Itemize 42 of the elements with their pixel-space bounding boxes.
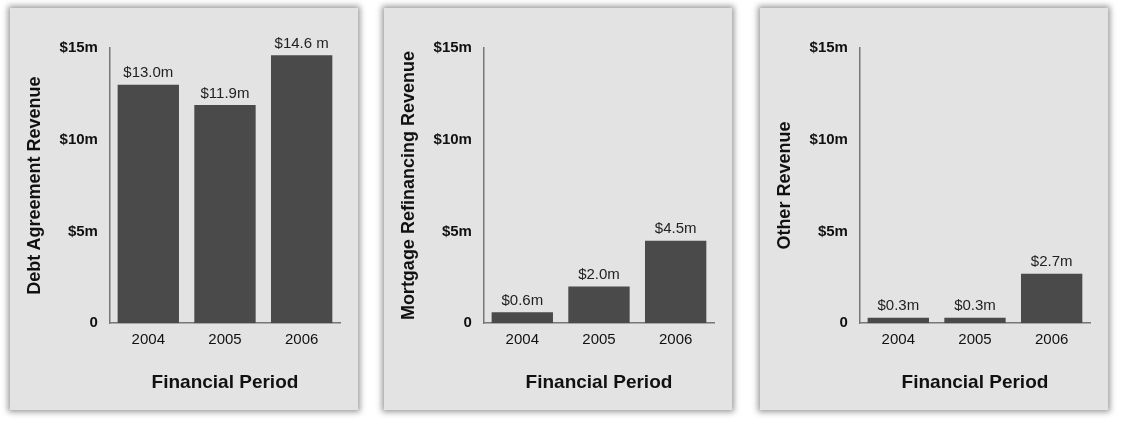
bar <box>568 286 630 324</box>
y-tick-label: $10m <box>59 129 98 147</box>
y-tick-label: $15m <box>433 38 472 56</box>
y-axis-title: Debt Agreement Revenue <box>23 76 44 295</box>
bar <box>117 84 179 324</box>
x-tick-label: 2006 <box>284 330 319 348</box>
x-tick-label: 2004 <box>505 330 539 348</box>
x-axis-title: Financial Period <box>525 370 673 392</box>
x-tick-label: 2005 <box>208 330 242 348</box>
bar <box>491 312 553 324</box>
y-tick-label: 0 <box>839 313 848 331</box>
data-label: $2.0m <box>578 265 620 283</box>
x-axis-title: Financial Period <box>901 370 1049 392</box>
data-label: $11.9m <box>200 83 250 101</box>
y-tick-label: $5m <box>67 221 98 239</box>
bar <box>270 55 333 324</box>
data-label: $0.6m <box>501 290 544 308</box>
x-tick-label: 2004 <box>881 330 915 348</box>
data-label: $4.5m <box>654 219 697 237</box>
x-tick-label: 2006 <box>1034 330 1069 348</box>
data-label: $14.6 m <box>274 33 329 51</box>
y-tick-label: $15m <box>809 38 848 56</box>
data-label: $0.3m <box>954 296 996 314</box>
y-tick-label: 0 <box>463 313 472 331</box>
y-axis-title: Mortgage Refinancing Revenue <box>397 51 418 321</box>
data-label: $13.0m <box>123 63 174 81</box>
y-tick-label: $5m <box>817 221 848 239</box>
x-tick-label: 2005 <box>958 330 992 348</box>
x-tick-label: 2005 <box>582 330 616 348</box>
data-label: $0.3m <box>877 296 920 314</box>
y-tick-label: $5m <box>441 221 472 239</box>
x-tick-label: 2004 <box>131 330 165 348</box>
bar <box>644 240 707 324</box>
data-label: $2.7m <box>1030 252 1073 270</box>
x-axis-title: Financial Period <box>151 370 299 392</box>
y-tick-label: $10m <box>809 129 848 147</box>
y-tick-label: 0 <box>89 313 98 331</box>
y-tick-label: $10m <box>433 129 472 147</box>
x-tick-label: 2006 <box>658 330 693 348</box>
y-tick-label: $15m <box>59 38 98 56</box>
bar <box>194 104 256 324</box>
y-axis-title: Other Revenue <box>773 121 794 250</box>
